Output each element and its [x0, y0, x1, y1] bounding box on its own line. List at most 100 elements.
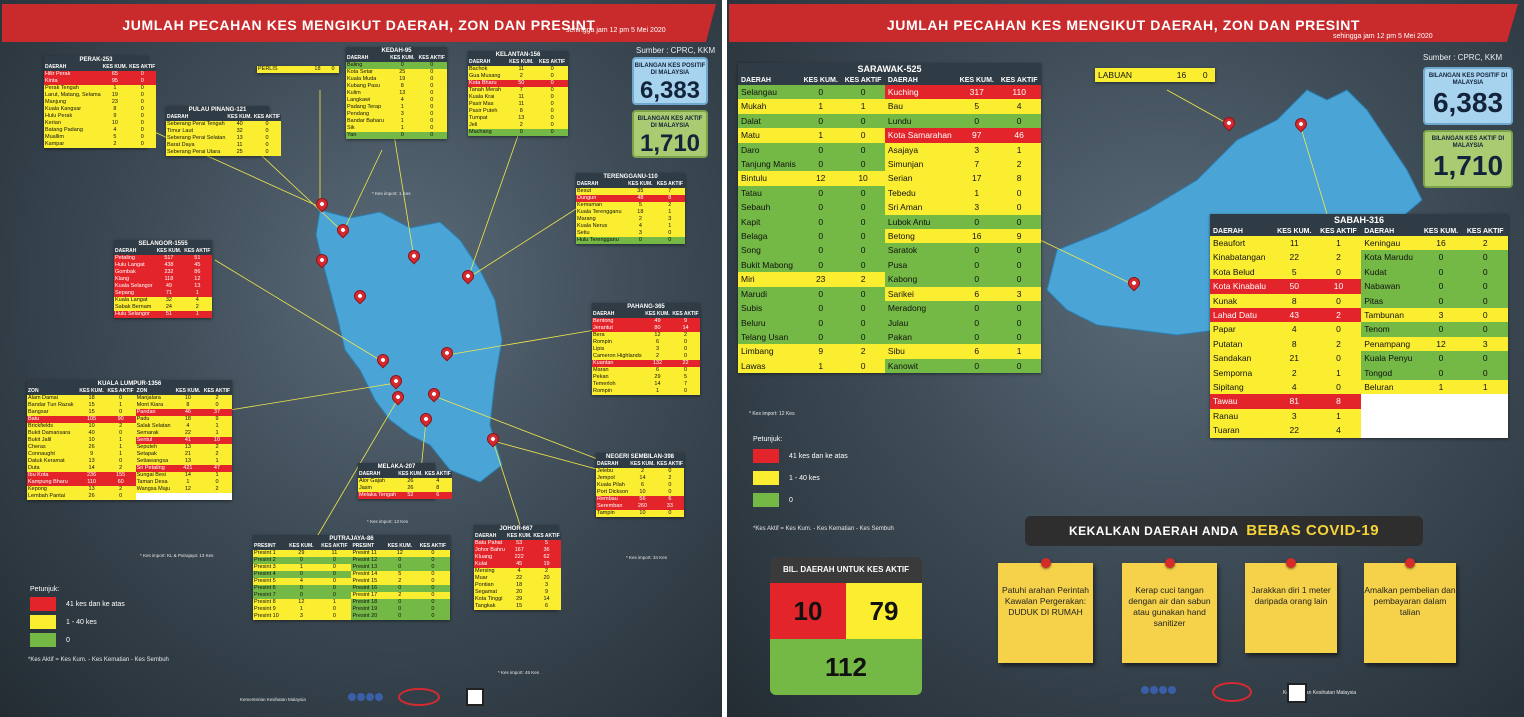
district-name: Presint 3: [253, 564, 286, 571]
cumulative-cases: 9: [101, 113, 129, 120]
district-name: Belaga: [738, 229, 801, 244]
district-name: Tongod: [1361, 365, 1420, 381]
district-name: Presint 20: [351, 613, 384, 620]
cumulative-cases: 118: [155, 276, 183, 283]
table-row: Gombak 232 86: [114, 269, 212, 276]
cumulative-cases: 11: [506, 66, 537, 73]
district-name: Tebedu: [884, 185, 957, 201]
active-cases: 0: [105, 493, 136, 500]
district-name: Bukit Jalil: [27, 437, 78, 444]
cumulative-cases: 0: [956, 301, 998, 316]
cumulative-cases: 0: [285, 592, 318, 599]
active-cases: 2: [532, 568, 561, 575]
district-name: Miri: [738, 272, 801, 287]
legend: Petunjuk: 41 kes dan ke atas 1 - 40 kes …: [30, 586, 125, 647]
district-name: Manjalara: [135, 395, 174, 402]
cumulative-cases: 0: [800, 142, 842, 158]
table: DAERAH KES KUM. KES AKTIF Seberang Perai Te…: [166, 114, 282, 156]
cumulative-cases: 16: [956, 229, 998, 244]
active-cases: 0: [671, 346, 700, 353]
table-row: Matu 1 0 Kota Samarahan 97 46: [738, 128, 1041, 143]
active-cases: 0: [128, 134, 157, 141]
table-row: Klang 118 12: [114, 276, 212, 283]
active-cases: 0: [1195, 68, 1215, 83]
active-cases: 0: [841, 200, 885, 215]
table-cell: [174, 493, 202, 500]
district-name: Kinabatangan: [1210, 250, 1273, 265]
district-name: Pekan: [592, 374, 644, 381]
header-cell: DAERAH: [1361, 227, 1420, 236]
cumulative-cases: 1: [800, 358, 842, 374]
district-name: Setiu: [576, 230, 627, 237]
table-row: Mukah 1 1 Bau 5 4: [738, 99, 1041, 114]
cumulative-cases: 0: [800, 329, 842, 345]
active-cases: 0: [128, 92, 157, 99]
table-title: TERENGGANU-110: [576, 173, 685, 181]
cumulative-cases: 81: [1272, 394, 1316, 409]
district-name: Muallim: [44, 134, 102, 141]
table-row: Kuala Nerus 4 1: [576, 223, 685, 230]
table-row: Kinta 95 0: [44, 78, 157, 85]
header-row: PRESINT KES KUM. KES AKTIF PRESINT KES KUM. K…: [253, 543, 450, 550]
active-cases: 1: [105, 437, 136, 444]
active-cases: 0: [128, 99, 157, 106]
header-cell: KES KUM.: [77, 388, 106, 395]
district-name: Taman Desa: [135, 479, 174, 486]
district-name: Bera: [592, 332, 644, 339]
active-cases: 0: [841, 157, 885, 172]
cumulative-cases: 49: [155, 283, 183, 290]
active-cases: 0: [671, 339, 700, 346]
header-cell: KES AKTIF: [532, 533, 561, 540]
cumulative-cases: 53: [505, 540, 533, 547]
district-name: Kota Kinabalu: [1210, 279, 1273, 294]
cumulative-cases: 13: [173, 458, 202, 465]
active-cases: 0: [536, 108, 568, 115]
district-name: Presint 16: [351, 585, 384, 592]
table-title: JOHOR-667: [474, 525, 558, 533]
cumulative-cases: 3: [626, 230, 655, 237]
district-name: Rembau: [596, 496, 630, 503]
cumulative-cases: 0: [800, 113, 842, 129]
instagram-icon: [1159, 686, 1167, 694]
header-cell: KES AKTIF: [416, 55, 447, 62]
cumulative-cases: 10: [77, 437, 106, 444]
cumulative-cases: 80: [643, 325, 672, 332]
active-cases: 2: [654, 202, 685, 209]
table-johor: JOHOR-667 DAERAH KES KUM. KES AKTIF Batu Pah…: [474, 525, 561, 610]
source-label-right: Sumber : CPRC, KKM: [1423, 53, 1503, 62]
active-cases: 0: [416, 132, 447, 139]
social-icons: [348, 693, 384, 703]
table-row: Presint 2 0 0 Presint 12 0 0: [253, 557, 450, 564]
cumulative-cases: 0: [800, 257, 842, 273]
kkm-footer-right: Kementerian Kesihatan Malaysia: [1283, 690, 1357, 696]
table-row: Datuk Keramat 13 0 Setiawangsa 13 1: [27, 458, 232, 465]
active-cases: 2: [841, 344, 885, 359]
table-row: Jempol 14 2: [596, 475, 684, 482]
active-cases: 46: [997, 128, 1041, 143]
active-cases: 0: [841, 85, 885, 100]
district-name: Sarikei: [884, 286, 957, 302]
active-cases: 0: [317, 592, 352, 599]
legend-red-swatch: [30, 597, 56, 611]
header-cell: KES KUM.: [1419, 227, 1463, 236]
cumulative-cases: 0: [383, 564, 416, 571]
header-cell: KES AKTIF: [997, 76, 1041, 85]
borneo-map: [1046, 89, 1423, 336]
header-cell: KES KUM.: [800, 76, 842, 85]
cumulative-cases: 5: [1272, 264, 1316, 280]
district-name: Meradong: [884, 301, 957, 316]
header-cell: KES KUM.: [626, 181, 655, 188]
cumulative-cases: 0: [800, 214, 842, 230]
district-name: Presint 9: [253, 606, 286, 613]
active-box-right: BILANGAN KES AKTIF DI MALAYSIA 1,710: [1423, 130, 1513, 188]
table-row: Pekan 29 5: [592, 374, 700, 381]
district-name: Presint 11: [351, 550, 384, 557]
active-cases: 0: [655, 468, 684, 475]
active-cases: 1: [182, 290, 212, 297]
active-cases: 4: [182, 297, 212, 304]
table-nsembilan: NEGERI SEMBILAN-398 DAERAH KES KUM. KES AKT…: [596, 453, 684, 517]
cumulative-cases: 438: [155, 262, 183, 269]
table-sabah: SABAH-316 DAERAH KES KUM. KES AKTIF DAERAH KE…: [1210, 214, 1508, 438]
table-row: Bukit Jalil 10 1 Sentul 41 10: [27, 437, 232, 444]
active-cases: 0: [252, 128, 282, 135]
